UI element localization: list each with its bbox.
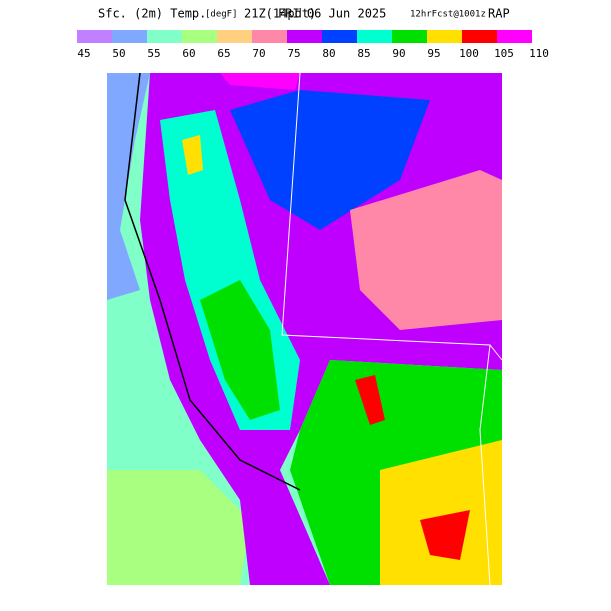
- colorbar-label: 65: [217, 47, 230, 60]
- coast-contour: [124, 72, 301, 491]
- colorbar-box: [217, 30, 252, 43]
- colorbar: 45 50 55 60 65 70 75 80 85 90 95 100 105 110: [77, 30, 549, 60]
- desert-hottest: [420, 510, 470, 560]
- colorbar-label: 60: [182, 47, 195, 60]
- valley-green: [200, 280, 280, 420]
- title-model: RAP: [488, 7, 510, 21]
- colorbar-label: 50: [112, 47, 125, 60]
- title-forecast: 12hrFcst@1001z: [410, 10, 486, 20]
- map-field: [107, 72, 503, 586]
- colorbar-label: 110: [529, 47, 549, 60]
- valley-hottest: [355, 375, 385, 425]
- colorbar-label: 70: [252, 47, 265, 60]
- colorbar-box: [427, 30, 462, 43]
- colorbar-box: [392, 30, 427, 43]
- colorbar-box: [322, 30, 357, 43]
- colorbar-label: 45: [77, 47, 90, 60]
- desert-hot: [380, 440, 502, 585]
- colorbar-box: [77, 30, 112, 43]
- colorbar-box: [497, 30, 532, 43]
- title-field: Sfc. (2m) Temp.: [98, 7, 206, 21]
- colorbar-box: [112, 30, 147, 43]
- colorbar-label: 100: [459, 47, 479, 60]
- colorbar-label: 95: [427, 47, 440, 60]
- colorbar-label: 55: [147, 47, 160, 60]
- colorbar-label: 85: [357, 47, 370, 60]
- title-time: 21Z(14pdt): [244, 7, 316, 21]
- colorbar-label: 105: [494, 47, 514, 60]
- nevada-warm: [350, 170, 502, 330]
- colorbar-box: [462, 30, 497, 43]
- sierra-cool: [230, 90, 430, 230]
- colorbar-box: [147, 30, 182, 43]
- colorbar-label: 75: [287, 47, 300, 60]
- ocean-south: [107, 470, 250, 585]
- colorbar-box: [182, 30, 217, 43]
- colorbar-box: [252, 30, 287, 43]
- valley-hot: [182, 135, 203, 175]
- colorbar-box: [357, 30, 392, 43]
- title-units: [degF]: [205, 10, 238, 20]
- colorbar-label: 90: [392, 47, 405, 60]
- north-hot: [220, 73, 300, 90]
- colorbar-box: [287, 30, 322, 43]
- colorbar-label: 80: [322, 47, 335, 60]
- state-borders: [281, 72, 503, 586]
- title-date: FRI 06 Jun 2025: [278, 7, 386, 21]
- ocean-cool: [107, 73, 150, 300]
